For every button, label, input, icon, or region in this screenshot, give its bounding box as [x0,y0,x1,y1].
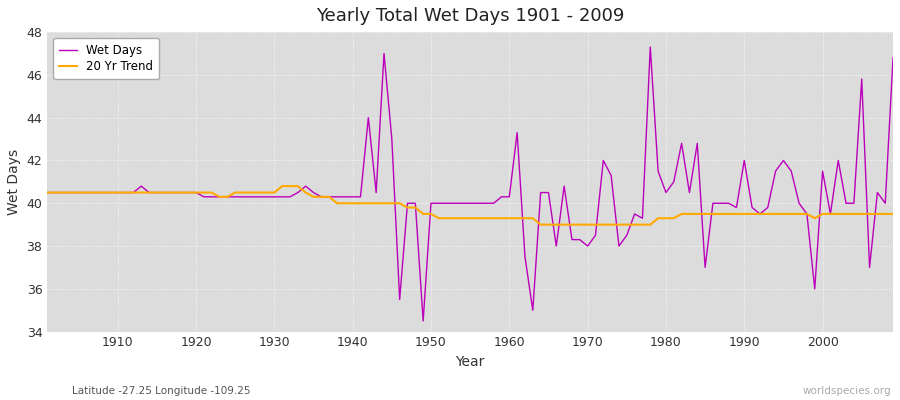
20 Yr Trend [284,184,295,188]
Wet Days [324,194,335,199]
20 Yr Trend [41,190,52,195]
20 Yr Trend [887,212,898,216]
Text: Latitude -27.25 Longitude -109.25: Latitude -27.25 Longitude -109.25 [72,386,250,396]
Line: 20 Yr Trend: 20 Yr Trend [47,186,893,225]
20 Yr Trend [331,201,342,206]
Text: worldspecies.org: worldspecies.org [803,386,891,396]
20 Yr Trend [277,184,288,188]
Y-axis label: Wet Days: Wet Days [7,149,21,215]
Wet Days [504,194,515,199]
Wet Days [887,55,898,60]
20 Yr Trend [614,222,625,227]
Wet Days [418,318,428,323]
Title: Yearly Total Wet Days 1901 - 2009: Yearly Total Wet Days 1901 - 2009 [316,7,625,25]
20 Yr Trend [504,216,515,221]
Wet Days [606,173,616,178]
20 Yr Trend [104,190,115,195]
Wet Days [645,45,656,50]
Line: Wet Days: Wet Days [47,47,893,321]
Wet Days [512,130,523,135]
20 Yr Trend [536,222,546,227]
Wet Days [277,194,288,199]
Legend: Wet Days, 20 Yr Trend: Wet Days, 20 Yr Trend [53,38,159,79]
Wet Days [104,190,115,195]
X-axis label: Year: Year [455,355,485,369]
20 Yr Trend [512,216,523,221]
Wet Days [41,190,52,195]
